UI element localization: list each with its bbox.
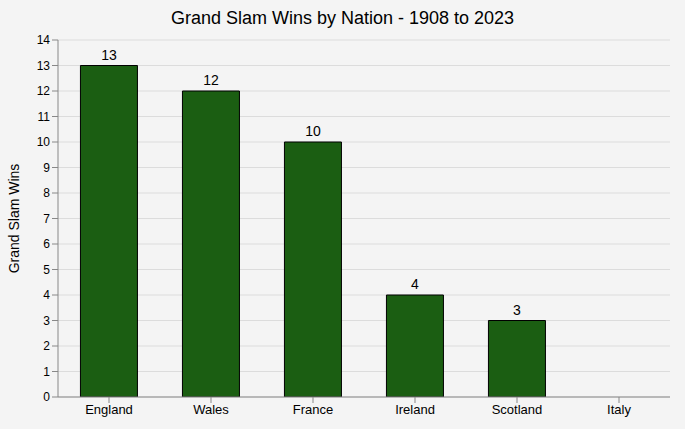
svg-text:13: 13 [37, 59, 51, 73]
svg-text:5: 5 [43, 263, 50, 277]
svg-text:4: 4 [411, 276, 419, 292]
svg-text:10: 10 [37, 135, 51, 149]
html-text:Grand Slam Wins by Nation - 19: Grand Slam Wins by Nation - 1908 to 2023 [170, 8, 515, 28]
svg-text:Italy: Italy [607, 402, 631, 417]
svg-text:Scotland: Scotland [492, 402, 543, 417]
svg-text:3: 3 [43, 314, 50, 328]
svg-text:10: 10 [305, 123, 321, 139]
svg-text:England: England [85, 402, 133, 417]
svg-text:0: 0 [43, 390, 50, 404]
svg-text:9: 9 [43, 161, 50, 175]
svg-text:Ireland: Ireland [395, 402, 435, 417]
svg-text:3: 3 [513, 302, 521, 318]
svg-text:4: 4 [43, 288, 50, 302]
svg-text:France: France [293, 402, 333, 417]
svg-text:Grand Slam Wins: Grand Slam Wins [8, 164, 22, 274]
svg-text:7: 7 [43, 212, 50, 226]
svg-text:12: 12 [203, 72, 219, 88]
svg-text:8: 8 [43, 186, 50, 200]
svg-text:6: 6 [43, 237, 50, 251]
svg-text:1: 1 [43, 365, 50, 379]
svg-text:2: 2 [43, 339, 50, 353]
svg-text:12: 12 [37, 84, 51, 98]
svg-text:13: 13 [101, 47, 117, 63]
svg-text:Wales: Wales [193, 402, 229, 417]
svg-text:11: 11 [38, 110, 51, 124]
svg-text:14: 14 [37, 33, 51, 47]
